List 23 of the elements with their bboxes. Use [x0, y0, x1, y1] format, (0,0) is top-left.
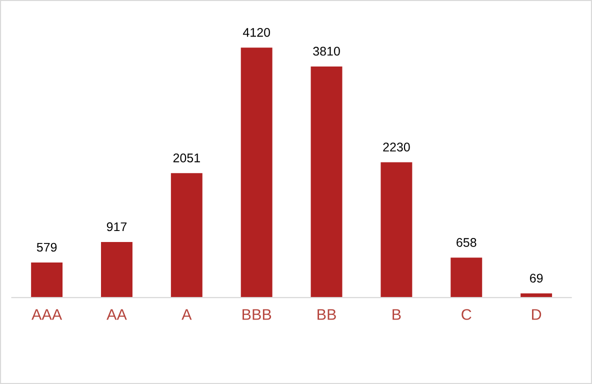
data-label: 579 — [36, 242, 57, 252]
x-tick-label: B — [392, 309, 401, 320]
data-label: 917 — [106, 222, 127, 232]
bar — [31, 262, 63, 298]
data-label: 3810 — [313, 46, 340, 56]
bar — [170, 173, 202, 298]
bar — [101, 242, 132, 298]
x-tick-label: BB — [318, 309, 336, 320]
bar — [240, 48, 272, 298]
x-tick-label: BBB — [242, 309, 272, 320]
data-label: 69 — [530, 274, 543, 283]
data-label: 2230 — [383, 142, 410, 152]
bar — [380, 162, 412, 298]
bar — [450, 258, 482, 298]
x-tick-label: D — [532, 309, 542, 320]
bar — [310, 66, 342, 298]
x-tick-label: AAA — [32, 309, 62, 320]
x-tick-label: A — [182, 309, 192, 320]
data-label: 2051 — [173, 154, 200, 162]
x-tick-label: C — [462, 309, 472, 320]
data-label: 4120 — [242, 28, 270, 37]
x-tick-label: AA — [106, 309, 127, 320]
data-label: 658 — [456, 238, 476, 247]
